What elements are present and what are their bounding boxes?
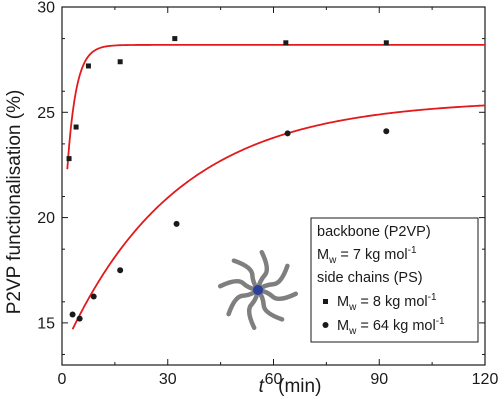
y-axis-label: P2VP functionalisation (%) (4, 90, 25, 315)
data-point-circle (383, 128, 390, 135)
fit-curves (66, 44, 486, 330)
bottlebrush-illustration-icon (217, 249, 299, 331)
side-chain-arm (255, 249, 270, 293)
y-tick-label: 20 (37, 210, 55, 227)
data-point-square (172, 36, 178, 42)
axis-ticks: 0 30 60 90 120 15 20 25 30 (37, 0, 498, 388)
y-tick-label: 30 (37, 0, 55, 17)
legend-series-1-label: Mw = 8 kg mol-1 (337, 292, 437, 313)
data-point-square (283, 40, 289, 46)
side-chain-arm (255, 263, 290, 293)
legend-backbone-heading: backbone (P2VP) (317, 224, 431, 240)
data-point-square (383, 40, 389, 46)
data-point-circle (90, 293, 97, 300)
y-tick-label: 15 (37, 315, 55, 332)
data-point-circle (284, 130, 291, 137)
side-chain-arm (231, 258, 261, 293)
legend-series-2-label: Mw = 64 kg mol-1 (337, 316, 445, 337)
x-tick-label: 0 (58, 371, 67, 388)
side-chain-arm (255, 287, 299, 302)
fit-curve-series-1 (66, 44, 485, 170)
data-point-square (66, 156, 72, 162)
x-tick-label: 60 (265, 371, 283, 388)
data-point-circle (117, 267, 124, 274)
x-axis-variable: t (259, 376, 265, 397)
legend-backbone-mw: Mw = 7 kg mol-1 (317, 245, 417, 266)
data-points (66, 36, 390, 322)
x-tick-label: 30 (159, 371, 177, 388)
legend: backbone (P2VP) Mw = 7 kg mol-1 side cha… (310, 217, 479, 343)
y-tick-label: 25 (37, 105, 55, 122)
side-chain-arm (246, 287, 261, 331)
fit-curve-series-2 (71, 104, 486, 330)
data-point-circle (173, 220, 180, 227)
legend-box (310, 217, 479, 343)
data-point-square (117, 59, 123, 65)
x-axis-label: t (min) (259, 376, 322, 397)
side-chain-arm (255, 287, 285, 322)
data-point-circle (76, 315, 83, 322)
x-tick-label: 90 (370, 371, 388, 388)
side-chain-arm (226, 287, 261, 317)
x-axis-unit: (min) (278, 376, 321, 397)
data-point-square (73, 124, 79, 130)
legend-sidechains-heading: side chains (PS) (317, 270, 423, 286)
legend-circle-marker (322, 322, 329, 328)
legend-square-marker (323, 299, 328, 304)
backbone-core (253, 285, 263, 295)
data-point-circle (69, 311, 76, 318)
x-tick-label: 120 (472, 371, 499, 388)
data-point-square (85, 63, 91, 69)
side-chain-arm (217, 278, 261, 293)
